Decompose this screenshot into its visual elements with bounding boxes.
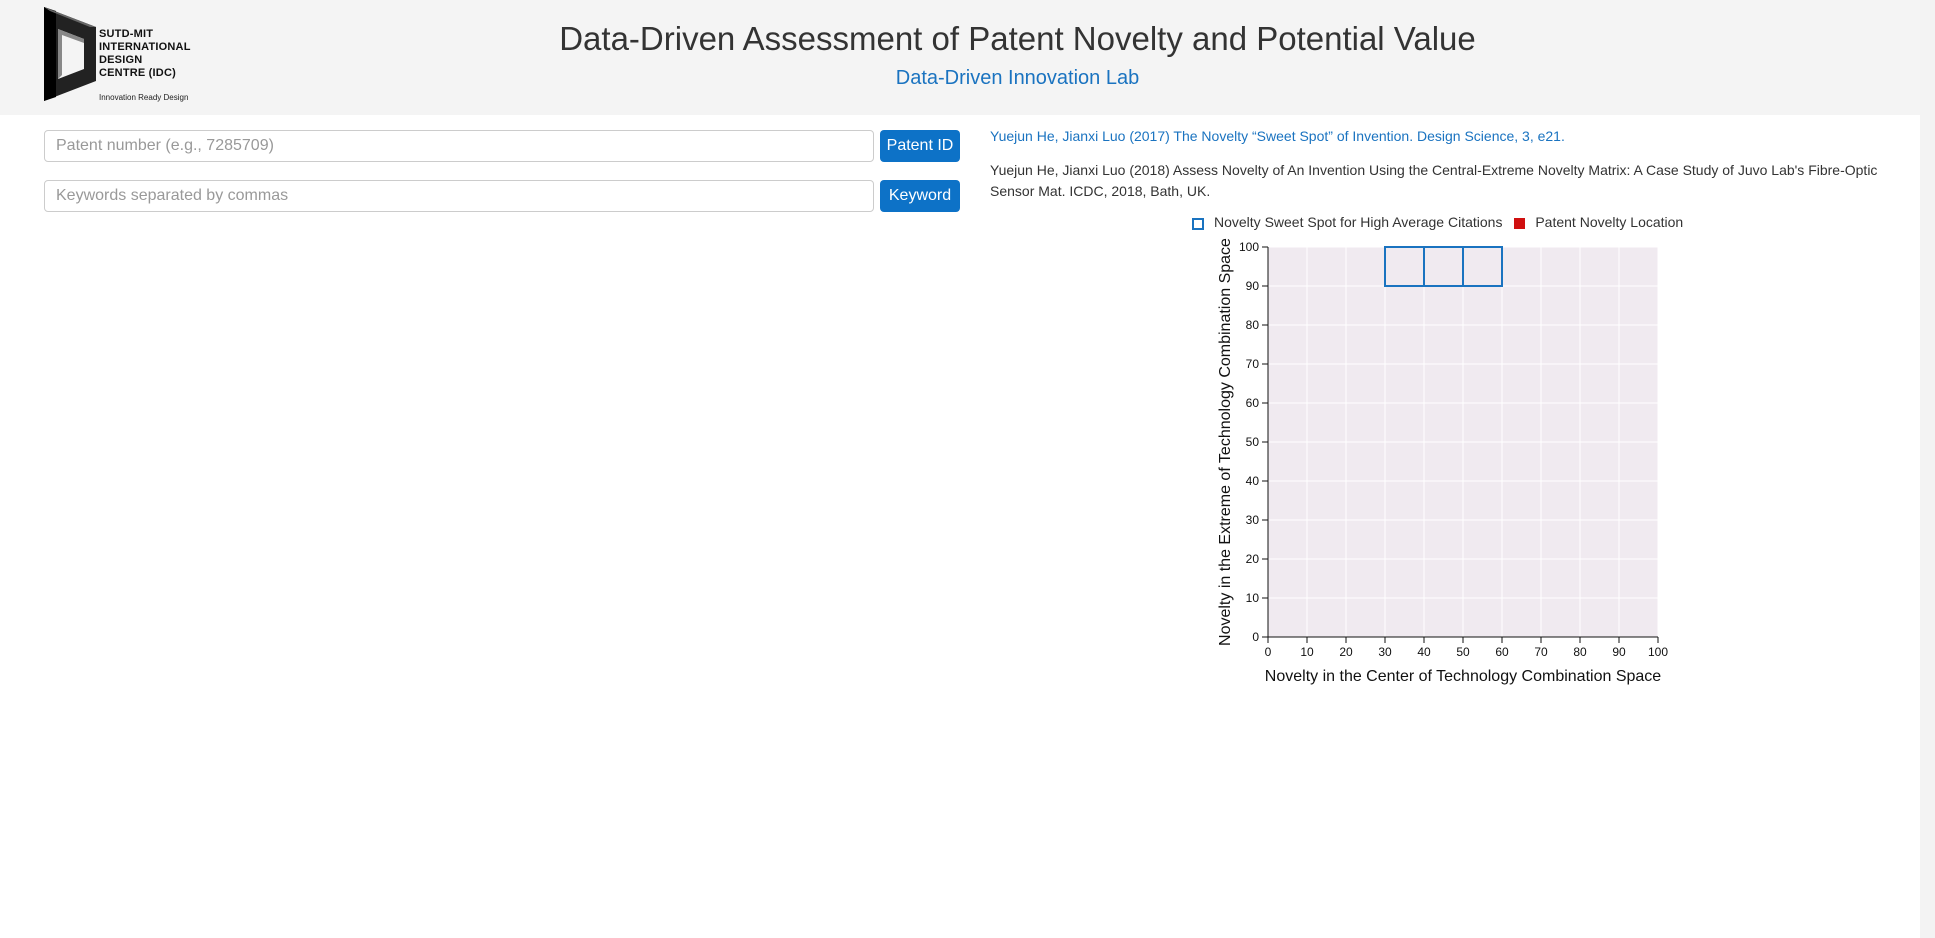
logo-text: SUTD-MIT INTERNATIONAL DESIGN CENTRE (ID…: [99, 28, 191, 80]
y-tick-label: 100: [1239, 240, 1259, 254]
x-tick-label: 0: [1265, 645, 1272, 659]
x-tick-label: 70: [1534, 645, 1548, 659]
y-tick-label: 10: [1246, 591, 1260, 605]
scrollbar-track[interactable]: [1920, 0, 1935, 938]
page-title: Data-Driven Assessment of Patent Novelty…: [559, 20, 1476, 57]
y-tick-label: 50: [1246, 435, 1260, 449]
y-tick-label: 90: [1246, 279, 1260, 293]
x-tick-label: 100: [1648, 645, 1668, 659]
reference-link-2017[interactable]: Yuejun He, Jianxi Luo (2017) The Novelty…: [990, 128, 1565, 144]
x-tick-label: 90: [1612, 645, 1626, 659]
x-tick-label: 80: [1573, 645, 1587, 659]
sweet-spot-cell: [1462, 246, 1503, 287]
patent-id-button[interactable]: Patent ID: [880, 130, 960, 162]
y-tick-label: 60: [1246, 396, 1260, 410]
lab-subtitle[interactable]: Data-Driven Innovation Lab: [895, 67, 1140, 89]
legend-label: Novelty Sweet Spot for High Average Cita…: [1214, 214, 1503, 231]
y-tick-label: 30: [1246, 513, 1260, 527]
legend-item-sweet-spot: Novelty Sweet Spot for High Average Cita…: [1192, 214, 1502, 230]
idc-logo-mark: [44, 7, 96, 101]
y-tick-label: 40: [1246, 474, 1260, 488]
y-tick-label: 80: [1246, 318, 1260, 332]
legend-label: Patent Novelty Location: [1535, 214, 1684, 231]
x-tick-label: 40: [1417, 645, 1431, 659]
legend-item-patent-location: Patent Novelty Location: [1514, 214, 1683, 230]
logo-line: DESIGN: [99, 54, 143, 66]
patent-number-input[interactable]: [44, 130, 874, 162]
logo-line: INTERNATIONAL: [99, 41, 191, 53]
y-axis-label: Novelty in the Extreme of Technology Com…: [1217, 238, 1234, 646]
logo-line: SUTD-MIT: [99, 28, 154, 40]
x-tick-label: 50: [1456, 645, 1470, 659]
logo-tagline: Innovation Ready Design: [99, 93, 189, 102]
chart-legend: Novelty Sweet Spot for High Average Cita…: [1192, 213, 1691, 230]
x-tick-label: 10: [1300, 645, 1314, 659]
page-header: SUTD-MIT INTERNATIONAL DESIGN CENTRE (ID…: [0, 0, 1920, 115]
x-tick-label: 20: [1339, 645, 1353, 659]
novelty-matrix-chart: 0 10 20 30 40 50 60 70 80 90 100 0 10 20 30 40 50 60 70 80 9…: [1217, 238, 1668, 685]
filled-square-icon: [1514, 218, 1526, 230]
y-tick-label: 0: [1252, 630, 1259, 644]
open-square-icon: [1192, 217, 1204, 230]
x-tick-label: 30: [1378, 645, 1392, 659]
keywords-input[interactable]: [44, 180, 874, 212]
reference-text-2018: Yuejun He, Jianxi Luo (2018) Assess Nove…: [990, 162, 1878, 199]
y-tick-label: 70: [1246, 357, 1260, 371]
logo-line: CENTRE (IDC): [99, 67, 176, 79]
keyword-button[interactable]: Keyword: [880, 180, 960, 212]
idc-logo: SUTD-MIT INTERNATIONAL DESIGN CENTRE (ID…: [44, 7, 204, 105]
x-tick-label: 60: [1495, 645, 1509, 659]
y-tick-label: 20: [1246, 552, 1260, 566]
x-axis-label: Novelty in the Center of Technology Comb…: [1265, 668, 1661, 685]
